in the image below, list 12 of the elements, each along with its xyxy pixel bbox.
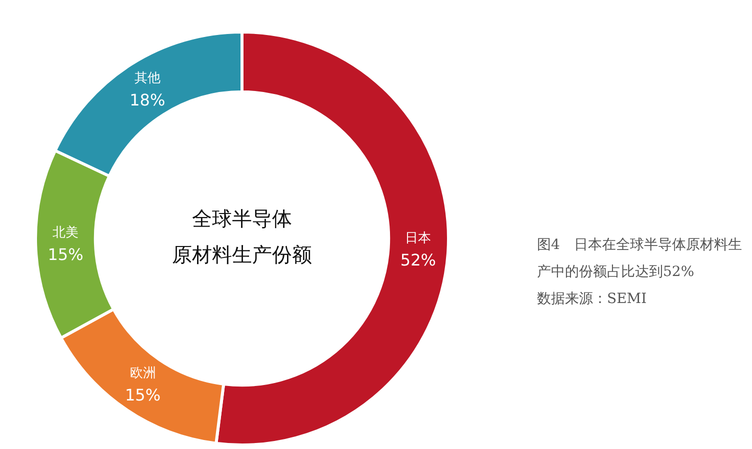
data-label: 15% — [124, 386, 161, 405]
slice-label: 日本 — [405, 230, 432, 246]
text: 原材料生产份额 — [172, 242, 312, 267]
slice-label: 北美 — [52, 224, 79, 240]
caption: 图4 日本在全球半导体原材料生产中的份额占比达到52% — [537, 236, 742, 282]
text: 全球半导体 — [192, 206, 292, 231]
data-label: 15% — [48, 245, 84, 264]
source-note: 数据来源：SEMI — [537, 290, 648, 309]
data-label: 52% — [400, 250, 436, 270]
slice-label: 其他 — [134, 70, 160, 86]
data-label: 18% — [130, 90, 166, 110]
slice-label: 欧洲 — [130, 366, 156, 381]
